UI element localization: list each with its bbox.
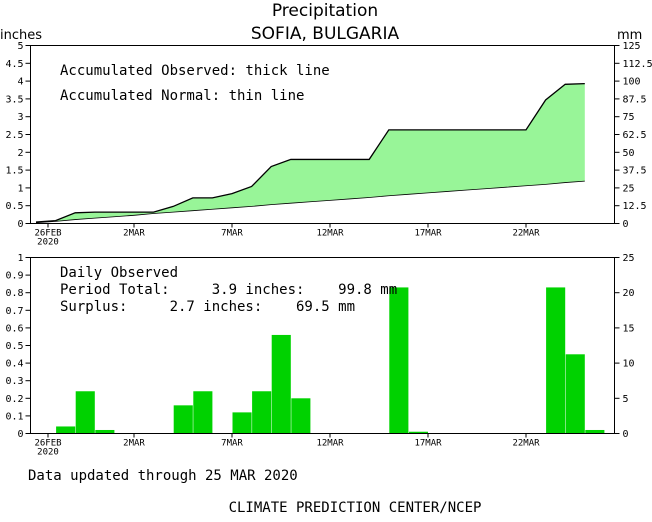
x-tick-label: 17MAR — [414, 229, 442, 239]
x-tick-label: 22MAR — [512, 229, 540, 239]
right-tick-label: 15 — [623, 323, 635, 334]
daily-precip-bar — [56, 426, 75, 433]
right-tick-label: 0 — [623, 429, 629, 440]
right-tick-label: 20 — [623, 288, 635, 299]
period-total-text: Period Total: 3.9 inches: 99.8 mm — [60, 282, 397, 298]
right-tick-label: 100 — [623, 77, 641, 88]
x-tick-label: 12MAR — [316, 229, 344, 239]
left-tick-label: 0.2 — [5, 394, 23, 405]
observed-legend-text: Accumulated Observed: thick line — [60, 63, 330, 79]
left-tick-label: 0.7 — [5, 306, 23, 317]
x-tick-label: 7MAR — [221, 229, 243, 239]
right-tick-label: 125 — [623, 41, 641, 52]
daily-precip-bar — [272, 335, 291, 434]
left-tick-label: 0.5 — [5, 201, 23, 212]
left-tick-label: 1 — [17, 183, 23, 194]
left-tick-label: 0.1 — [5, 411, 23, 422]
daily-observed-label: Daily Observed — [60, 265, 178, 281]
x-tick-label: 12MAR — [316, 439, 344, 449]
credit-text: CLIMATE PREDICTION CENTER/NCEP — [229, 500, 482, 516]
x-tick-label: 7MAR — [221, 439, 243, 449]
left-tick-label: 0.4 — [5, 359, 23, 370]
accumulated-right-ticks: 0 12.5 25 37.5 50 62.5 75 87.5 100 112.5 125 — [615, 41, 652, 230]
left-tick-label: 0.6 — [5, 323, 23, 334]
right-tick-label: 75 — [623, 112, 635, 123]
x-tick-label: 2MAR — [123, 439, 145, 449]
accumulated-panel: inches mm 00.511.522.533.544.55 012.5253… — [0, 28, 652, 248]
accumulated-plot-area — [36, 84, 585, 223]
right-tick-label: 12.5 — [623, 201, 647, 212]
x-year-label: 2020 — [37, 448, 59, 458]
right-tick-label: 25 — [623, 183, 635, 194]
right-tick-label: 37.5 — [623, 166, 647, 177]
left-tick-label: 0.5 — [5, 341, 23, 352]
x-tick-label: 17MAR — [414, 439, 442, 449]
accumulated-left-ticks: 0 0.5 1 1.5 2 2.5 3 3.5 4 4.5 5 — [5, 41, 30, 230]
left-tick-label: 0.3 — [5, 376, 23, 387]
left-tick-label: 0.9 — [5, 271, 23, 282]
left-tick-label: 0.8 — [5, 288, 23, 299]
left-tick-label: 3.5 — [5, 94, 23, 105]
left-tick-label: 2 — [17, 148, 23, 159]
daily-panel: 0 0.1 0.2 0.3 0.4 0.5 0.6 0.7 0.8 0.9 1 0 5 10 15 20 25… — [5, 253, 634, 458]
right-tick-label: 87.5 — [623, 94, 647, 105]
left-tick-label: 1 — [17, 253, 23, 264]
daily-precip-bar — [546, 287, 565, 433]
daily-precip-bar — [76, 391, 95, 433]
left-tick-label: 1.5 — [5, 166, 23, 177]
right-tick-label: 5 — [623, 394, 629, 405]
left-tick-label: 3 — [17, 112, 23, 123]
surplus-text: Surplus: 2.7 inches: 69.5 mm — [60, 299, 355, 315]
x-tick-label: 22MAR — [512, 439, 540, 449]
data-updated-text: Data updated through 25 MAR 2020 — [28, 468, 298, 484]
daily-precip-bar — [174, 405, 193, 433]
chart-subtitle: SOFIA, BULGARIA — [251, 24, 400, 44]
daily-precip-bar — [566, 354, 585, 433]
normal-legend-text: Accumulated Normal: thin line — [60, 88, 304, 104]
right-tick-label: 50 — [623, 148, 635, 159]
x-year-label: 2020 — [37, 238, 59, 248]
right-tick-label: 62.5 — [623, 130, 647, 141]
daily-precip-bar — [252, 391, 271, 433]
left-tick-label: 4 — [17, 77, 23, 88]
right-tick-label: 10 — [623, 359, 635, 370]
right-tick-label: 25 — [623, 253, 635, 264]
left-tick-label: 0 — [17, 429, 23, 440]
x-tick-label: 2MAR — [123, 229, 145, 239]
daily-precip-bar — [95, 430, 114, 434]
daily-precip-bar — [291, 398, 310, 433]
daily-left-ticks: 0 0.1 0.2 0.3 0.4 0.5 0.6 0.7 0.8 0.9 1 — [5, 253, 30, 440]
daily-precip-bar — [233, 412, 252, 433]
left-tick-label: 2.5 — [5, 130, 23, 141]
right-tick-label: 112.5 — [623, 59, 652, 70]
left-tick-label: 5 — [17, 41, 23, 52]
left-tick-label: 0 — [17, 219, 23, 230]
daily-precip-bar — [585, 430, 604, 434]
daily-right-ticks: 0 5 10 15 20 25 — [615, 253, 635, 440]
chart-title: Precipitation — [272, 1, 378, 21]
daily-precip-bar — [389, 287, 408, 433]
right-tick-label: 0 — [623, 219, 629, 230]
left-tick-label: 4.5 — [5, 59, 23, 70]
daily-precip-bar — [193, 391, 212, 433]
